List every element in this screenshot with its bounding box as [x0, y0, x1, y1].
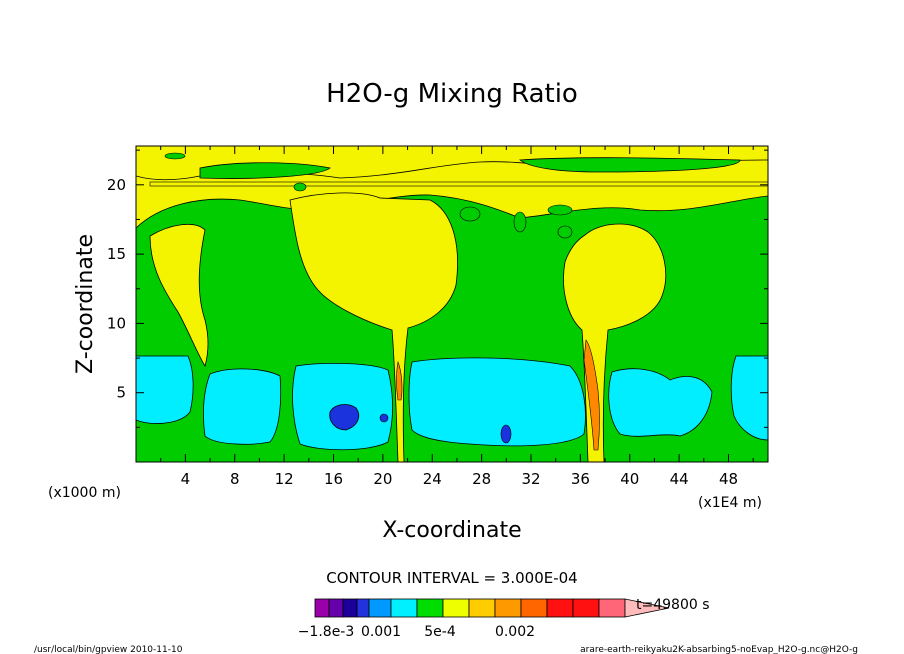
field-cyan-cell	[608, 368, 713, 437]
field-yellow-column-left	[149, 223, 209, 367]
x-tick-label: 28	[472, 470, 491, 488]
colorbar-swatch	[442, 598, 470, 618]
field-yellow-line-20km	[149, 181, 768, 187]
field-orange-plume	[583, 339, 600, 451]
colorbar-swatch	[546, 598, 574, 618]
x-tick-label: 44	[670, 470, 689, 488]
field-orange-plume-small	[396, 360, 403, 401]
x-tick-label: 36	[571, 470, 590, 488]
footer-right: arare-earth-reikyaku2K-absarbing5-noEvap…	[580, 645, 858, 654]
colorbar-swatch	[468, 598, 496, 618]
x-tick-label: 40	[620, 470, 639, 488]
y-tick-label: 5	[116, 384, 126, 402]
x-tick-label: 32	[521, 470, 540, 488]
colorbar-tick-label: −1.8e-3	[298, 624, 355, 640]
x-tick-label: 12	[275, 470, 294, 488]
field-green-strip-top	[199, 162, 331, 179]
y-axis: 5 10 15 20	[107, 149, 768, 428]
field-green-blob	[459, 206, 481, 222]
field-green-blob	[547, 204, 573, 216]
contour-interval-label: CONTOUR INTERVAL = 3.000E-04	[326, 569, 577, 587]
y-tick-label: 10	[107, 314, 126, 332]
field-cyan-cell	[408, 357, 586, 447]
footer-left: /usr/local/bin/gpview 2010-11-10	[34, 645, 183, 654]
field-green-strip-top-2	[518, 157, 741, 173]
chart-title: H2O-g Mixing Ratio	[326, 79, 578, 109]
y-axis-title: Z-coordinate	[73, 234, 98, 374]
colorbar-swatch	[520, 598, 548, 618]
x-axis: 4 8 12 16 20 24 28 32 36 40 44 48	[160, 146, 754, 488]
x-tick-label: 48	[719, 470, 738, 488]
colorbar-swatch	[356, 598, 370, 618]
field-blue-core	[329, 404, 360, 431]
colorbar-swatch	[342, 598, 358, 618]
colorbar-swatch	[328, 598, 344, 618]
colorbar-tick-label: 0.002	[495, 624, 535, 640]
x-tick-label: 20	[373, 470, 392, 488]
field-green-blob	[293, 182, 307, 192]
colorbar-labels: −1.8e-3 0.001 5e-4 0.002	[298, 624, 535, 640]
colorbar-swatch	[314, 598, 330, 618]
field-green-blob	[557, 225, 573, 239]
plot-frame	[135, 145, 769, 463]
time-label: t=49800 s	[636, 597, 710, 613]
colorbar-swatch	[368, 598, 392, 618]
colorbar-swatch	[598, 598, 626, 618]
field-blue-core	[500, 424, 512, 444]
y-tick-label: 15	[107, 245, 126, 263]
field-cyan-cell	[730, 355, 768, 441]
colorbar-arrow	[624, 598, 670, 618]
y-unit-label: (x1000 m)	[48, 485, 121, 501]
field-blue-core	[379, 413, 389, 423]
colorbar-swatch	[390, 598, 418, 618]
x-tick-label: 8	[230, 470, 240, 488]
field-green-blob	[513, 211, 527, 233]
colorbar-tick-label: 0.001	[361, 624, 401, 640]
x-tick-label: 4	[181, 470, 191, 488]
field-cyan-cell	[203, 368, 282, 445]
field-cyan-cell	[136, 355, 194, 424]
heatmap-field	[136, 146, 768, 462]
x-unit-label: (x1E4 m)	[698, 495, 762, 511]
y-tick-label: 20	[107, 176, 126, 194]
colorbar-tick-label: 5e-4	[424, 624, 456, 640]
x-axis-title: X-coordinate	[382, 518, 521, 543]
colorbar-swatch	[494, 598, 522, 618]
x-tick-label: 24	[423, 470, 442, 488]
x-tick-label: 16	[324, 470, 343, 488]
field-yellow-mushroom-center	[289, 192, 458, 462]
field-green-blob	[164, 152, 186, 160]
colorbar	[314, 598, 670, 618]
colorbar-swatch	[416, 598, 444, 618]
colorbar-swatch	[572, 598, 600, 618]
